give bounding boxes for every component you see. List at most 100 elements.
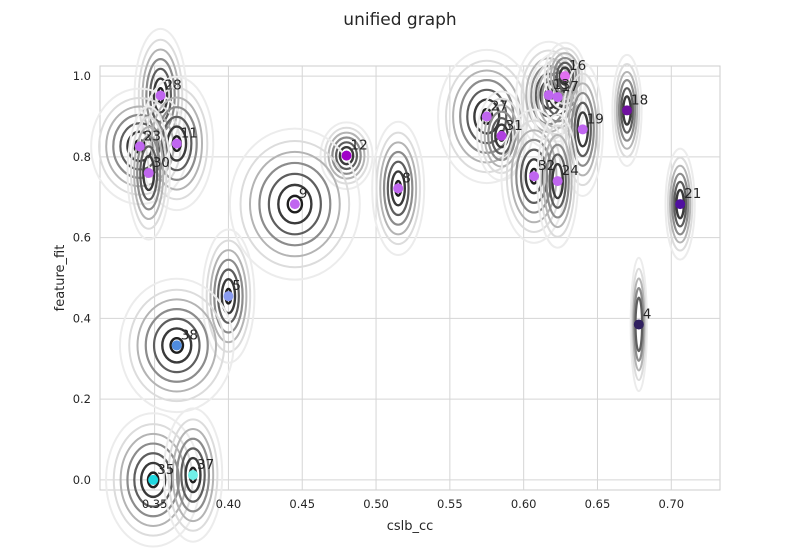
grid [100,66,720,490]
tick-labels: 0.35 0.40 0.45 0.50 0.55 0.60 0.65 0.700.00.20.… [73,69,684,511]
contour-ring [335,141,359,171]
contour-ring [267,172,322,236]
contour-ring [573,101,592,158]
y-axis-label: feature_fit [53,245,68,312]
x-tick-label: 0.40 [216,497,242,511]
contour-ring [371,120,426,256]
contour-ring [338,145,355,166]
contour-ring [567,82,598,177]
contour-ring [613,62,641,158]
contour-ring [536,113,579,249]
contour-ring [620,87,634,134]
contour-ring [216,268,240,324]
contour-ring [673,180,688,228]
data-point [171,340,182,351]
contour-ring [617,79,637,142]
contour-ring [167,418,219,532]
x-axis-label: cslb_cc [387,519,434,534]
contour-ring [390,170,407,207]
contour-ring [171,428,215,523]
contour-ring [126,105,171,241]
contour-ring [126,442,180,518]
contour-ring [150,96,204,191]
contour-ring [631,267,647,382]
data-point [577,124,588,135]
contour-ring [201,228,256,364]
y-tick-label: 0.0 [73,473,91,487]
contour-ring [576,111,590,148]
point-label: 12 [351,138,368,154]
point-label: 35 [157,462,174,478]
x-tick-label: 0.65 [585,497,611,511]
point-label: 30 [153,155,170,171]
data-point [675,199,686,210]
contour-ring [277,183,313,225]
contour-ring [90,87,190,206]
x-tick-label: 0.55 [437,497,463,511]
data-point [529,171,539,182]
contour-ring [490,116,513,155]
point-label: 13 [553,77,570,93]
contour-ring [548,153,567,209]
contour-ring [139,461,167,499]
contour-ring [669,164,692,244]
contour-ring [258,161,332,247]
contour-ring [152,77,169,114]
contour-ring [547,47,583,105]
point-label: 18 [631,92,648,108]
contour-ring [162,407,224,543]
contour-ring [466,88,508,145]
contour-ring [555,61,575,91]
data-point [552,92,563,103]
contour-ring [169,336,185,354]
data-point [223,291,234,302]
contour-ring [564,72,601,187]
point-label: 31 [506,118,523,134]
contour-ring [382,150,414,226]
contour-ring [152,317,201,374]
point-label: 32 [538,158,555,174]
y-tick-label: 0.4 [73,311,91,325]
contour-ring [180,447,206,503]
data-point [393,183,404,194]
contour-ring [543,41,587,111]
contour-ring [136,135,162,211]
contour-ring [545,143,570,219]
contour-ring [209,249,248,344]
data-point [496,130,507,141]
point-label: 4 [643,306,652,322]
contour-ring [146,471,160,489]
contour-ring [248,150,341,258]
point-label: 38 [181,327,198,343]
contour-ring [128,288,226,403]
point-label: 27 [491,98,508,114]
y-tick-label: 1.0 [73,69,91,83]
point-label: 17 [562,79,579,95]
point-label: 8 [402,170,411,186]
contour-ring [542,134,573,229]
contour-ring [375,131,421,246]
data-point [481,111,492,122]
contour-ring [629,256,648,393]
contour-ring [570,91,595,167]
data-point [622,105,632,116]
data-point [560,71,570,82]
contour-ring [155,106,198,181]
point-label: 9 [299,186,308,202]
contour-ring [528,51,588,143]
data-point [188,470,198,481]
contour-ring [205,239,252,353]
contour-ring [144,307,209,383]
data-point [552,176,563,187]
data-point [134,141,145,152]
x-tick-label: 0.45 [289,497,315,511]
contour-ring [505,119,563,233]
contour-ring [671,172,690,236]
data-point [543,90,554,101]
contour-ring [611,53,643,167]
contour-ring [141,48,180,143]
data-point [143,168,154,179]
chart-title: unified graph [343,10,456,30]
x-tick-label: 0.70 [658,497,684,511]
